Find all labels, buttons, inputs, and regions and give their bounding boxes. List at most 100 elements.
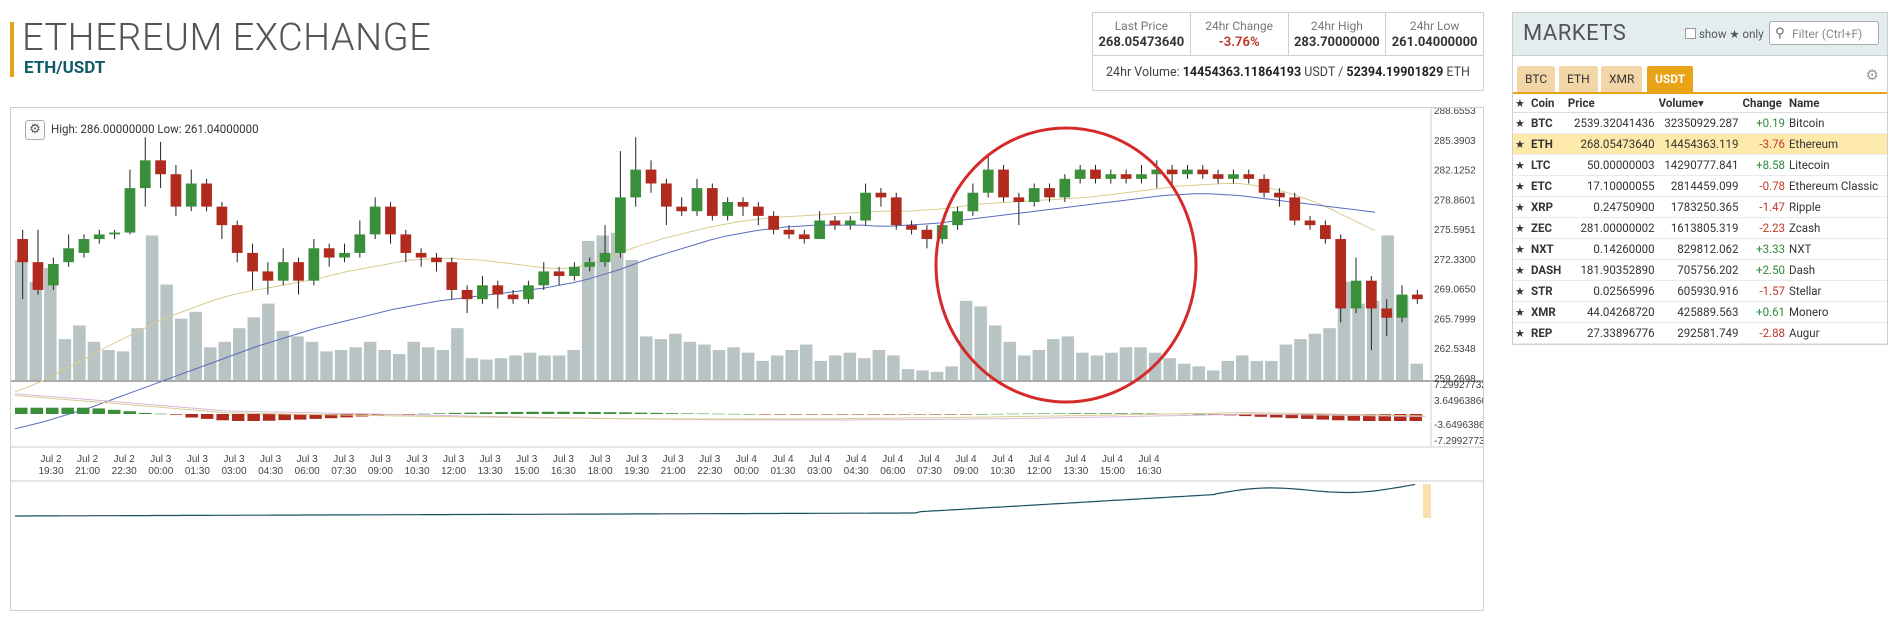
candle-body [814,220,825,240]
time-tick-date: Jul 4 [955,454,977,465]
tab-xmr[interactable]: XMR [1601,66,1643,92]
coin-price: 281.00000002 [1565,217,1657,239]
price-tick-label: 275.5951 [1434,225,1476,236]
high-cell: 24hr High 283.70000000 [1289,13,1387,55]
volume-bar [683,341,697,380]
market-row[interactable]: ★ ZEC 281.00000002 1613805.319 -2.23 Zcash [1513,217,1887,239]
candle-body [47,264,59,286]
star-icon[interactable]: ★ [1513,133,1529,155]
volume-bar [829,355,842,380]
tab-btc[interactable]: BTC [1517,66,1556,92]
star-icon[interactable]: ★ [1513,238,1529,260]
market-row[interactable]: ★ NXT 0.14260000 829812.062 +3.33 NXT [1513,238,1887,260]
last-price-value: 268.05473640 [1098,35,1185,50]
price-chart[interactable]: ⚙ High: 286.00000000 Low: 261.04000000 2… [10,107,1484,611]
market-row[interactable]: ★ BTC 2539.32041436 32350929.287 +0.19 Bitcoi… [1513,112,1887,134]
price-tick-label: 282.1252 [1434,166,1476,177]
volume-bar [698,344,711,380]
volume-bar [1294,339,1307,380]
volume-bar [1032,350,1046,380]
coin-price: 0.14260000 [1565,238,1657,260]
volume-bar [945,366,958,380]
market-row[interactable]: ★ XRP 0.24750900 1783250.365 -1.47 Ripple [1513,196,1887,218]
time-tick-date: Jul 4 [1102,454,1124,465]
volume-bar [1017,355,1031,380]
time-tick-time: 06:00 [880,466,905,477]
candle-body [32,262,44,290]
coin-name: NXT [1787,238,1887,260]
star-icon[interactable]: ★ [1513,196,1529,218]
gear-icon[interactable]: ⚙ [1865,66,1879,84]
volume-label: 24hr Volume: [1106,65,1180,80]
macd-bar [1270,414,1283,418]
volume-bar [247,317,261,380]
candle-body [415,252,427,258]
checkbox-icon[interactable] [1685,28,1696,39]
gear-icon[interactable]: ⚙ [25,120,45,140]
star-column-header[interactable]: ★ [1513,94,1529,113]
chart-high-low: High: 286.00000000 Low: 261.04000000 [51,122,259,136]
price-tick-label: 269.0650 [1434,285,1476,296]
markets-panel: MARKETS show ★ only ⚲ Filter (Ctrl+F) BT… [1512,12,1888,345]
candle-body [1090,169,1101,179]
show-starred-toggle[interactable]: show ★ only [1685,27,1764,41]
column-name[interactable]: Name [1787,94,1887,113]
chart-canvas[interactable]: 288.6553 285.3903 282.1252 278.8601 275.5951… [11,108,1483,610]
volume-bar [1352,303,1365,380]
market-row[interactable]: ★ DASH 181.90352890 705756.202 +2.50 Dash [1513,259,1887,281]
volume-bar [116,351,130,380]
coin-symbol: LTC [1529,154,1566,176]
column-change[interactable]: Change [1740,94,1788,113]
market-row[interactable]: ★ ETH 268.05473640 14454363.119 -3.76 Ethereu… [1513,133,1887,155]
volume-bar [131,328,144,380]
candle-body [231,225,243,253]
star-icon[interactable]: ★ [1513,322,1529,344]
volume-bar [1192,366,1205,380]
time-tick-date: Jul 3 [187,454,209,465]
tab-eth[interactable]: ETH [1559,66,1598,92]
market-row[interactable]: ★ STR 0.02565996 605930.916 -1.57 Stellar [1513,280,1887,302]
market-row[interactable]: ★ ETC 17.10000055 2814459.099 -0.78 Ethereum … [1513,175,1887,197]
candle-body [1335,239,1347,309]
column-price[interactable]: Price [1565,94,1657,113]
column-coin[interactable]: Coin [1529,94,1566,113]
time-tick-time: 10:30 [404,466,429,477]
volume-bar [552,355,566,380]
filter-input[interactable]: ⚲ Filter (Ctrl+F) [1769,21,1879,45]
macd-tick-label: -3.64963866 [1434,420,1483,431]
market-row[interactable]: ★ XMR 44.04268720 425889.563 +0.61 Monero [1513,301,1887,323]
coin-name: Ethereum Classic [1787,175,1887,197]
coin-symbol: DASH [1529,259,1566,281]
star-icon[interactable]: ★ [1513,280,1529,302]
time-tick-date: Jul 2 [40,454,62,465]
star-icon[interactable]: ★ [1513,217,1529,239]
macd-bar [1239,414,1252,417]
volume-bar [276,330,290,380]
macd-bar [619,412,632,414]
volume-bar [988,325,1002,380]
time-tick-time: 15:00 [514,466,539,477]
star-icon[interactable]: ★ [1513,175,1529,197]
macd-bar [15,407,28,414]
coin-volume: 829812.062 [1656,238,1741,260]
column-volume[interactable]: Volume▾ [1656,94,1741,113]
volume-bar [349,347,362,380]
time-tick-time: 19:30 [38,466,63,477]
star-icon[interactable]: ★ [1513,259,1529,281]
tab-usdt[interactable]: USDT [1647,66,1694,92]
volume-eth-unit: ETH [1446,65,1470,80]
star-icon[interactable]: ★ [1513,112,1529,134]
star-icon[interactable]: ★ [1513,154,1529,176]
volume-bar [480,359,493,380]
candle-body [308,248,320,281]
annotation-circle [934,126,1198,404]
coin-change: +3.33 [1740,238,1788,260]
market-row[interactable]: ★ LTC 50.00000003 14290777.841 +8.58 Litecoin [1513,154,1887,176]
volume-bar [1250,360,1264,380]
coin-change: -1.47 [1740,196,1788,218]
high-label: 24hr High [1310,19,1363,33]
star-icon[interactable]: ★ [1513,301,1529,323]
market-row[interactable]: ★ REP 27.33896776 292581.749 -2.88 Augur [1513,322,1887,344]
volume-bar [1177,363,1191,380]
macd-bar [944,414,958,415]
